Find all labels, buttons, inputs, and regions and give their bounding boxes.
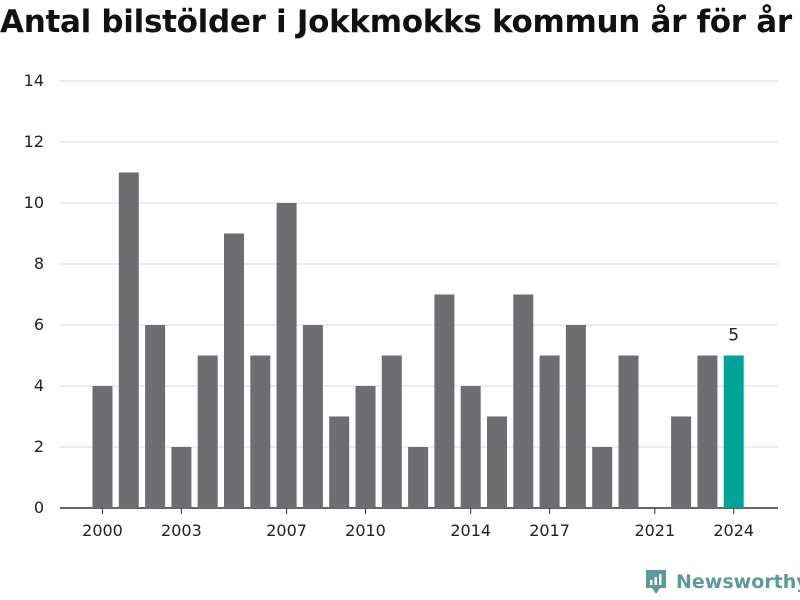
bar-2010 bbox=[355, 386, 376, 508]
bar-2011 bbox=[381, 355, 402, 508]
bar-2000 bbox=[92, 386, 113, 508]
data-label-2024: 5 bbox=[728, 326, 739, 346]
newsworthy-icon bbox=[646, 570, 666, 594]
x-tick-label: 2000 bbox=[82, 521, 123, 540]
bar-2013 bbox=[434, 294, 455, 508]
y-tick-label: 14 bbox=[24, 71, 44, 90]
chart-title: Antal bilstölder i Jokkmokks kommun år f… bbox=[0, 4, 792, 40]
bar-2007 bbox=[276, 203, 297, 508]
x-tick-label: 2010 bbox=[345, 521, 386, 540]
bar-2006 bbox=[250, 355, 271, 508]
x-tick-label: 2014 bbox=[450, 521, 491, 540]
y-tick-label: 4 bbox=[34, 376, 44, 395]
bar-2017 bbox=[539, 355, 560, 508]
y-tick-label: 6 bbox=[34, 315, 44, 334]
bar-2005 bbox=[224, 233, 244, 508]
bar-2008 bbox=[302, 325, 323, 508]
bar-2019 bbox=[592, 447, 613, 508]
bar-2001 bbox=[118, 172, 139, 508]
bar-2009 bbox=[329, 416, 350, 508]
y-tick-label: 8 bbox=[34, 254, 44, 273]
x-axis-ticks: 2000 2003 2007 2010 2014 2017 2021 2024 bbox=[82, 508, 754, 540]
x-tick-label: 2017 bbox=[529, 521, 570, 540]
y-tick-label: 0 bbox=[34, 498, 44, 517]
bar-2016 bbox=[513, 294, 534, 508]
newsworthy-logo: Newsworthy bbox=[644, 568, 800, 596]
bar-2022 bbox=[671, 416, 692, 508]
bar-2004 bbox=[197, 355, 218, 508]
x-tick-label: 2024 bbox=[713, 521, 754, 540]
data-labels: 5 bbox=[728, 326, 739, 346]
y-tick-label: 2 bbox=[34, 437, 44, 456]
gridlines bbox=[60, 80, 778, 509]
brand-name: Newsworthy bbox=[676, 571, 800, 593]
y-tick-label: 12 bbox=[24, 132, 44, 151]
x-tick-label: 2007 bbox=[266, 521, 307, 540]
bar-2018 bbox=[565, 325, 586, 508]
bar-2015 bbox=[487, 416, 507, 508]
bar-2014 bbox=[460, 386, 481, 508]
y-tick-label: 10 bbox=[24, 193, 44, 212]
bars bbox=[92, 172, 744, 508]
bar-2023 bbox=[697, 355, 718, 508]
bar-2003 bbox=[171, 447, 192, 508]
y-axis-ticks: 0 2 4 6 8 10 12 14 bbox=[24, 71, 44, 517]
bar-2020 bbox=[618, 355, 639, 508]
bar-2024 bbox=[723, 355, 744, 508]
bar-2012 bbox=[408, 447, 429, 508]
x-tick-label: 2003 bbox=[161, 521, 202, 540]
bar-2002 bbox=[145, 325, 166, 508]
x-tick-label: 2021 bbox=[634, 521, 675, 540]
